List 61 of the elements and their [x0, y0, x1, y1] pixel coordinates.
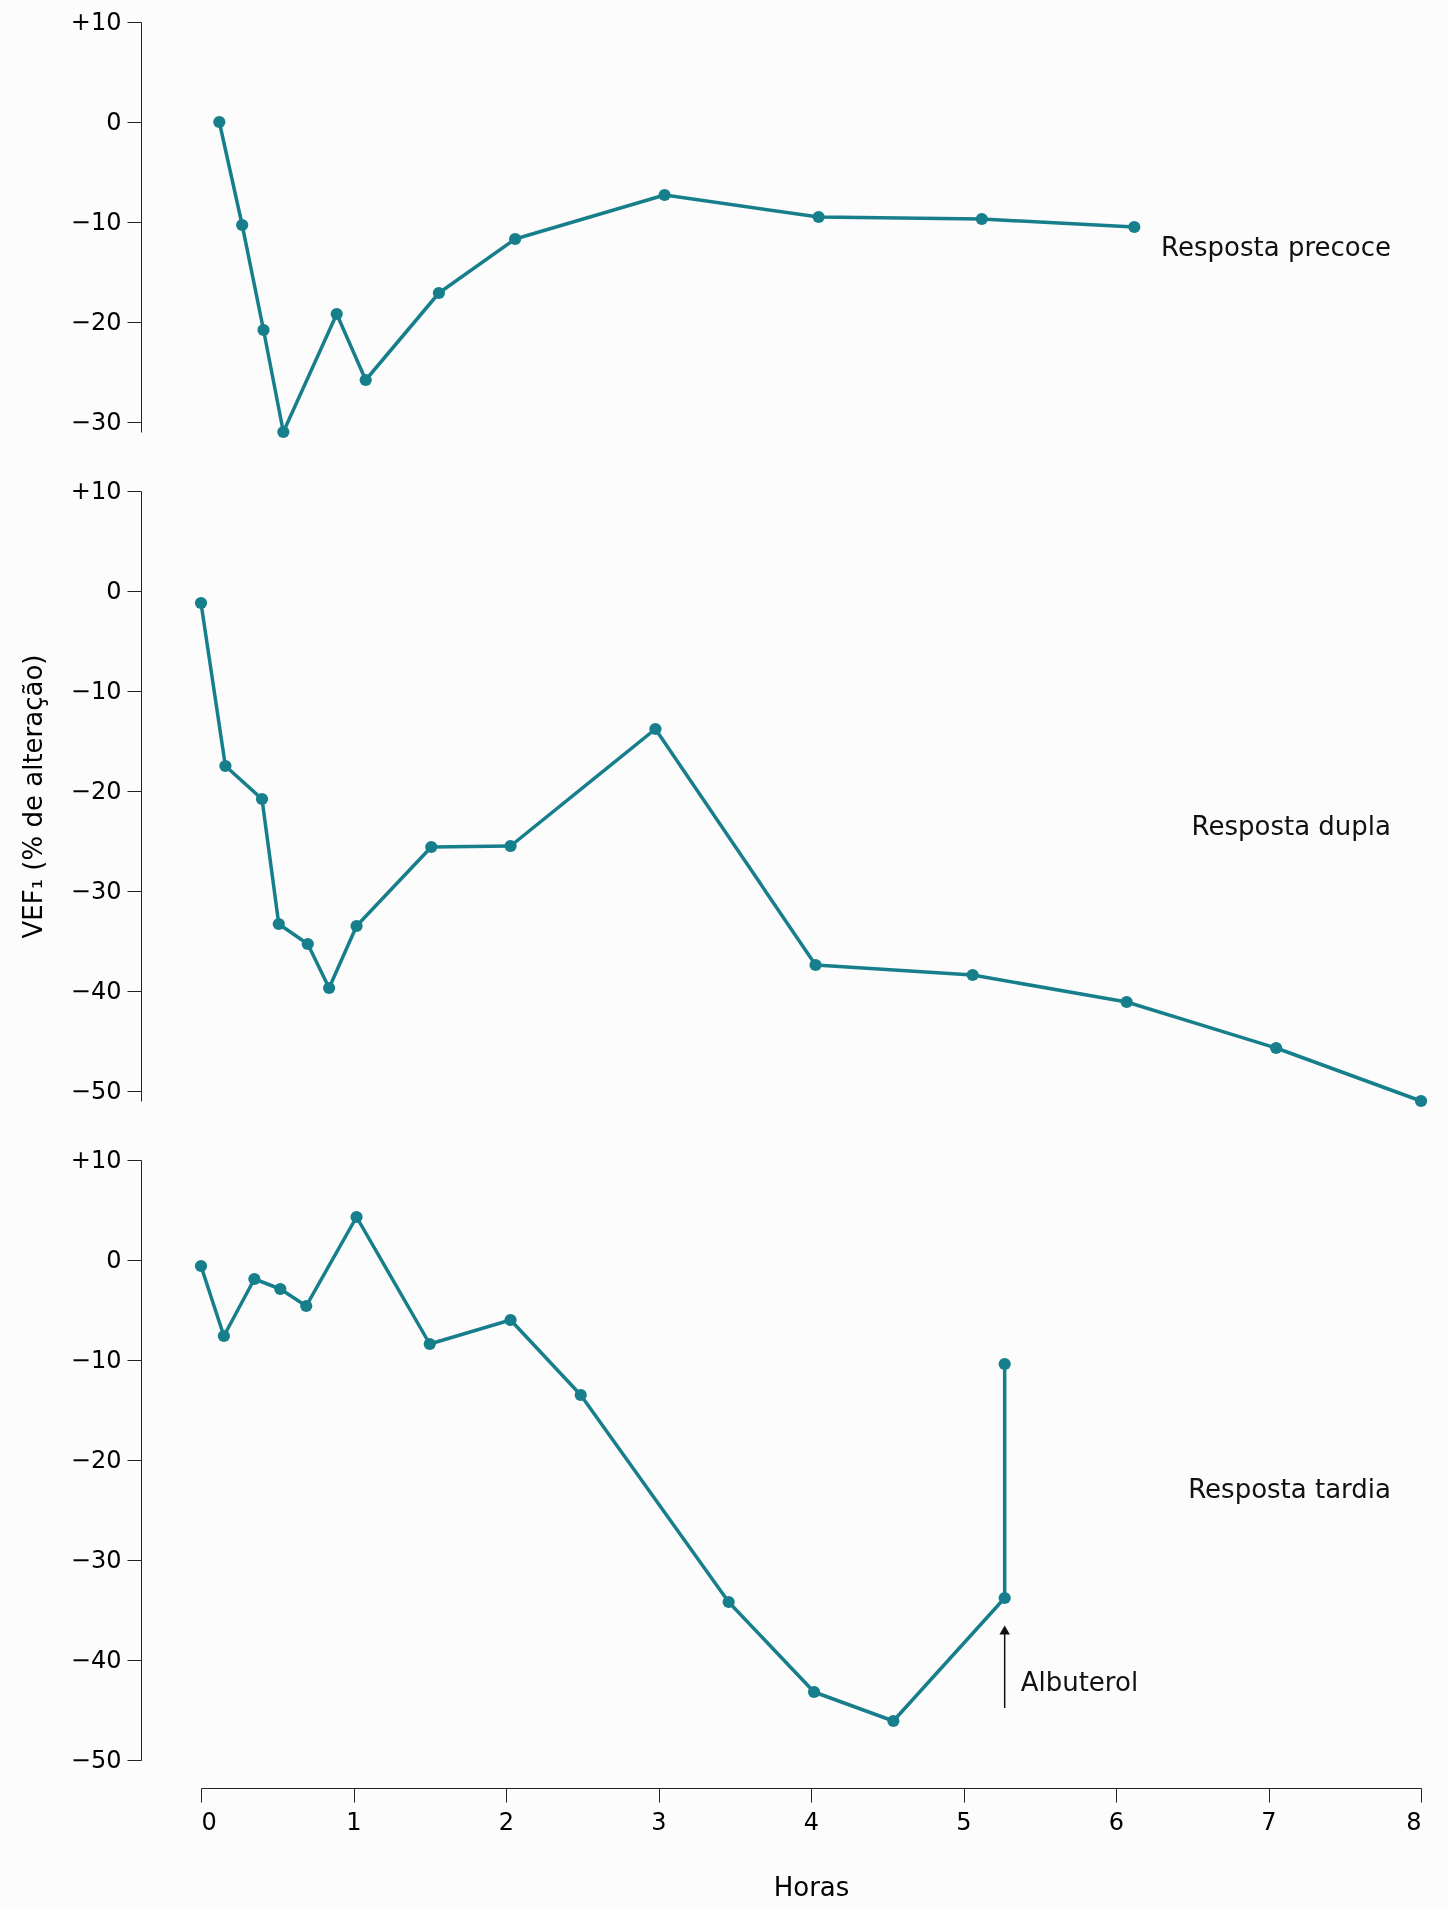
y-tick-label: 0: [106, 1245, 122, 1274]
point: [425, 840, 438, 854]
point: [236, 218, 249, 232]
annotation: Albuterol: [1020, 1667, 1139, 1697]
annotation: Resposta precoce: [1161, 231, 1391, 262]
point: [213, 115, 226, 129]
point: [649, 722, 662, 736]
y-tick-label: +10: [70, 476, 122, 505]
x-tick-label: 4: [803, 1807, 820, 1836]
y-tick-label: −40: [70, 976, 122, 1005]
point: [1414, 1094, 1428, 1108]
point: [194, 596, 208, 610]
point: [272, 917, 285, 931]
point: [330, 307, 343, 321]
point: [809, 958, 822, 972]
point: [432, 286, 446, 300]
point: [255, 792, 269, 806]
point: [277, 425, 290, 439]
point: [257, 323, 270, 337]
point: [1128, 220, 1141, 234]
y-tick-label: −30: [70, 1545, 122, 1574]
point: [359, 373, 372, 387]
y-axis-title: VEF₁ (% de alteração): [17, 654, 48, 939]
y-tick-label: −20: [70, 307, 122, 336]
x-tick-label: 5: [956, 1807, 972, 1836]
y-tick-label: −20: [70, 776, 122, 805]
x-tick-label: 0: [201, 1807, 217, 1836]
y-tick-label: 0: [106, 107, 122, 136]
y-tick-label: −50: [70, 1745, 122, 1774]
x-tick-label: 2: [498, 1807, 515, 1836]
point: [350, 919, 363, 933]
point: [301, 937, 314, 951]
point: [812, 210, 825, 224]
annotation: Resposta tardia: [1188, 1474, 1391, 1504]
point: [322, 981, 336, 995]
y-tick-label: −20: [70, 1445, 122, 1474]
point: [504, 839, 517, 853]
point: [219, 759, 232, 773]
y-tick-label: −10: [70, 207, 122, 236]
point: [966, 968, 979, 982]
x-axis-title: Horas: [773, 1871, 850, 1902]
x-tick-label: 6: [1108, 1807, 1125, 1836]
y-tick-label: +10: [70, 7, 122, 36]
x-tick-label: 1: [346, 1807, 362, 1836]
x-tick-label: 7: [1261, 1807, 1277, 1836]
y-tick-label: +10: [70, 1145, 122, 1174]
point: [509, 232, 522, 246]
x-tick-label: 8: [1406, 1807, 1422, 1836]
point: [975, 212, 988, 226]
annotation: Resposta dupla: [1191, 810, 1391, 841]
y-tick-label: −50: [70, 1076, 122, 1105]
y-tick-label: −10: [70, 676, 122, 705]
y-tick-label: 0: [106, 576, 122, 605]
point: [658, 188, 671, 202]
y-tick-label: −40: [70, 1645, 122, 1674]
y-tick-label: −30: [70, 876, 122, 905]
y-tick-label: −10: [70, 1345, 122, 1374]
x-tick-label: 3: [651, 1807, 667, 1836]
y-tick-label: −30: [70, 407, 122, 436]
point: [1120, 995, 1133, 1009]
point: [1270, 1041, 1283, 1055]
